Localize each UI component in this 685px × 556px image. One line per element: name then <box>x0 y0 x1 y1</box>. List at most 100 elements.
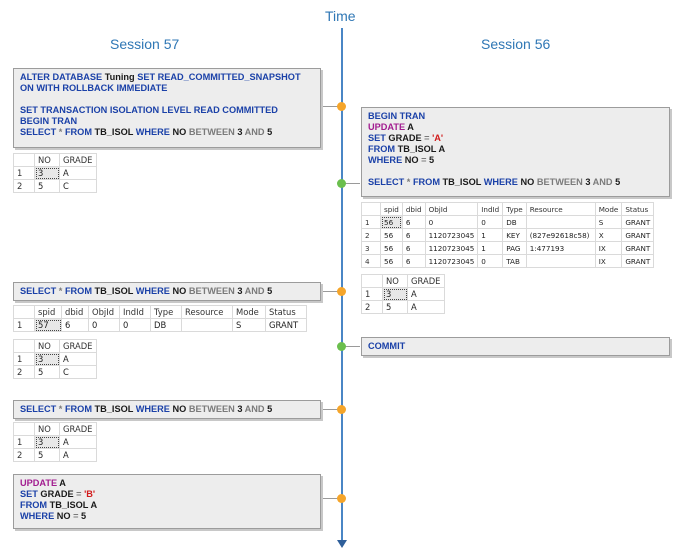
grid-header-cell: GRADE <box>59 422 97 436</box>
grid-cell[interactable]: 6 <box>401 241 426 255</box>
grid-cell[interactable]: 57 <box>34 318 62 332</box>
grid-cell[interactable]: 6 <box>61 318 89 332</box>
grid-cell[interactable]: S <box>594 215 623 229</box>
string-literal: 'B' <box>81 489 96 499</box>
grid-cell[interactable]: A <box>59 448 97 462</box>
code-line: FROM TB_ISOL A <box>368 144 663 155</box>
keyword: COMMIT <box>368 341 406 351</box>
keyword: SELECT <box>368 177 405 187</box>
grid-cell[interactable]: 0 <box>119 318 151 332</box>
grid-header-cell <box>361 202 381 216</box>
grid-cell[interactable]: A <box>59 435 97 449</box>
grid-header-cell: Type <box>150 305 182 319</box>
code-line: ON WITH ROLLBACK IMMEDIATE <box>20 83 314 94</box>
grid-header-cell <box>361 274 383 288</box>
row-number: 2 <box>13 365 35 379</box>
grid-cell[interactable]: PAG <box>502 241 527 255</box>
time-label: Time <box>325 8 356 24</box>
grid-cell[interactable]: 1 <box>477 228 504 242</box>
grid-cell[interactable]: 0 <box>477 215 504 229</box>
identifier: TB_ISOL A <box>47 500 98 510</box>
grid-cell[interactable]: 1:477193 <box>525 241 596 255</box>
identifier: NO <box>402 155 422 165</box>
timeline-dot-orange <box>337 287 346 296</box>
grid-cell[interactable]: GRANT <box>621 241 655 255</box>
grid-header-cell: Status <box>621 202 655 216</box>
grid-cell[interactable]: IX <box>594 254 623 268</box>
grid-cell[interactable]: 0 <box>424 215 479 229</box>
identifier: TB_ISOL <box>91 127 136 137</box>
grid-cell[interactable]: 0 <box>88 318 120 332</box>
grid-cell[interactable]: 1120723045 <box>424 254 479 268</box>
grid-cell[interactable]: KEY <box>502 228 527 242</box>
grid-cell[interactable] <box>525 254 596 268</box>
keyword: FROM <box>368 144 396 154</box>
grid-cell[interactable]: GRANT <box>621 228 655 242</box>
grid-cell[interactable]: 6 <box>401 215 426 229</box>
keyword: SET <box>368 133 386 143</box>
result-grid-grade-2: NO GRADE 1 3 A 2 5 C <box>13 339 97 379</box>
grid-cell[interactable]: 6 <box>401 228 426 242</box>
grid-cell[interactable]: A <box>59 166 97 180</box>
grid-cell[interactable]: 6 <box>401 254 426 268</box>
grid-cell[interactable]: 56 <box>380 228 403 242</box>
operator: = <box>76 489 82 499</box>
grid-cell[interactable]: 3 <box>34 435 60 449</box>
grid-cell[interactable]: (827e92618c58) <box>525 228 596 242</box>
grid-cell[interactable]: DB <box>150 318 182 332</box>
table-row: 1 56 6 0 0 DB S GRANT <box>361 215 655 229</box>
grid-cell[interactable]: 5 <box>34 365 60 379</box>
grid-cell[interactable] <box>525 215 596 229</box>
code-line: UPDATE A <box>368 122 663 133</box>
identifier: NO <box>169 404 189 414</box>
grid-cell[interactable]: GRANT <box>621 254 655 268</box>
grid-cell[interactable]: 1 <box>477 241 504 255</box>
grid-cell[interactable]: 3 <box>34 352 60 366</box>
grid-cell[interactable]: 56 <box>380 241 403 255</box>
timeline-dot-green <box>337 179 346 188</box>
grid-cell[interactable]: 3 <box>34 166 60 180</box>
grid-cell[interactable]: 5 <box>382 300 408 314</box>
keyword: SET READ_COMMITTED_SNAPSHOT <box>137 72 301 82</box>
keyword: SET TRANSACTION ISOLATION LEVEL READ COM… <box>20 105 278 115</box>
table-row: 1 3 A <box>13 435 97 449</box>
keyword: FROM <box>20 500 48 510</box>
identifier: GRADE <box>37 489 77 499</box>
result-grid-grade-1: NO GRADE 1 3 A 2 5 C <box>13 153 97 193</box>
grid-cell[interactable]: DB <box>502 215 527 229</box>
grid-cell[interactable]: 5 <box>34 179 60 193</box>
row-number: 4 <box>361 254 381 268</box>
grid-cell[interactable]: 56 <box>380 254 403 268</box>
grid-cell[interactable]: 1120723045 <box>424 241 479 255</box>
grid-cell[interactable]: A <box>59 352 97 366</box>
result-grid-grade-3: NO GRADE 1 3 A 2 5 A <box>13 422 97 462</box>
grid-header-cell: ObjId <box>424 202 479 216</box>
grid-cell[interactable]: 5 <box>34 448 60 462</box>
grid-cell[interactable]: X <box>594 228 623 242</box>
grid-cell[interactable]: 56 <box>380 215 403 229</box>
grid-cell[interactable]: 0 <box>477 254 504 268</box>
code-line: SELECT * FROM TB_ISOL WHERE NO BETWEEN 3… <box>20 286 314 297</box>
grid-cell[interactable]: 1120723045 <box>424 228 479 242</box>
keyword: SELECT <box>20 286 57 296</box>
grid-cell[interactable]: TAB <box>502 254 527 268</box>
grid-cell[interactable]: GRANT <box>621 215 655 229</box>
operator: AND <box>244 127 265 137</box>
string-literal: 'A' <box>429 133 444 143</box>
grid-header-row: NO GRADE <box>361 274 445 288</box>
code-line: SELECT * FROM TB_ISOL WHERE NO BETWEEN 3… <box>20 127 314 138</box>
grid-cell[interactable]: A <box>407 300 445 314</box>
grid-cell[interactable]: S <box>232 318 266 332</box>
grid-cell[interactable]: C <box>59 179 97 193</box>
number: 3 <box>582 177 593 187</box>
grid-cell[interactable]: C <box>59 365 97 379</box>
grid-header-cell: IndId <box>477 202 504 216</box>
grid-cell[interactable]: 3 <box>382 287 408 301</box>
grid-cell[interactable] <box>181 318 233 332</box>
grid-cell[interactable]: IX <box>594 241 623 255</box>
grid-cell[interactable]: GRANT <box>265 318 307 332</box>
timeline-dot-orange <box>337 405 346 414</box>
grid-header-row: NO GRADE <box>13 339 97 353</box>
operator: * <box>56 404 65 414</box>
grid-cell[interactable]: A <box>407 287 445 301</box>
